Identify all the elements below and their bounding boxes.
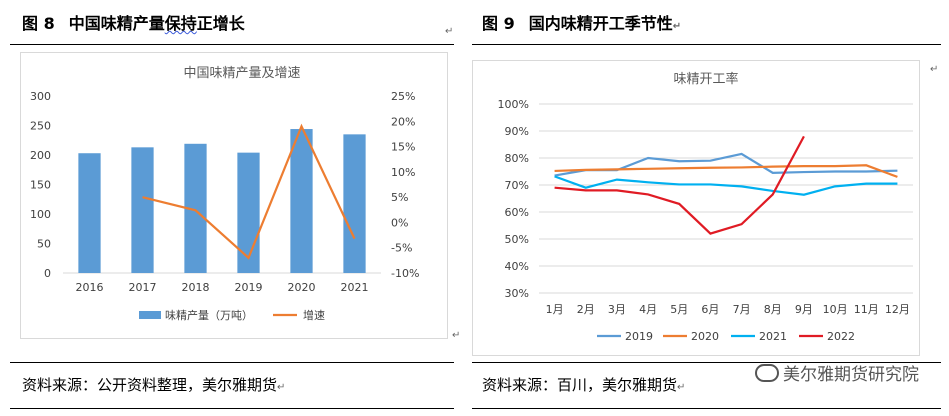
figure-8-source: 资料来源：公开资料整理，美尔雅期货↵ bbox=[22, 374, 285, 395]
x-tick-label: 4月 bbox=[639, 303, 657, 316]
y-tick-label: 80% bbox=[505, 152, 529, 165]
x-tick-label: 5月 bbox=[670, 303, 688, 316]
y2-tick-label: 20% bbox=[391, 115, 415, 128]
y-tick-label: 100 bbox=[30, 208, 51, 221]
x-tick-label: 9月 bbox=[795, 303, 813, 316]
watermark: 美尔雅期货研究院 bbox=[755, 360, 919, 385]
production-chart: 中国味精产量及增速 0 50 100 150 200 250 300 -10% -5% 0% 5% 10… bbox=[30, 66, 419, 322]
figure-9-source: 资料来源：百川，美尔雅期货↵ bbox=[482, 374, 685, 395]
legend-label-2019: 2019 bbox=[625, 330, 653, 343]
x-tick-label: 2017 bbox=[129, 281, 157, 294]
bottom-rule bbox=[10, 408, 454, 409]
x-tick-label: 11月 bbox=[854, 303, 879, 316]
y2-tick-label: 10% bbox=[391, 166, 415, 179]
growth-line bbox=[142, 123, 356, 260]
y2-tick-label: 0% bbox=[391, 216, 408, 229]
y-tick-label: 100% bbox=[498, 98, 529, 111]
legend-label-2020: 2020 bbox=[691, 330, 719, 343]
figure-9-panel: 图 9 国内味精开工季节性↵ ↵ 味精开工率 30% 40% 50% 60% 70% 80% 9… bbox=[462, 0, 949, 416]
y-tick-label: 40% bbox=[505, 260, 529, 273]
x-tick-label: 2020 bbox=[288, 281, 316, 294]
source-rule bbox=[10, 362, 454, 363]
y-tick-label: 50 bbox=[37, 238, 51, 251]
bar-2018 bbox=[184, 143, 207, 273]
series-line-2022 bbox=[554, 135, 805, 235]
figure-8-title-part3: 正增长 bbox=[196, 14, 245, 33]
figure-9-title-text: 国内味精开工季节性 bbox=[528, 14, 673, 33]
figure-8-title: 图 8 中国味精产量保持正增长 bbox=[22, 10, 245, 34]
figure-8-title-part1: 中国味精产量 bbox=[68, 14, 165, 33]
x-tick-label: 2018 bbox=[182, 281, 210, 294]
y2-tick-label: -10% bbox=[391, 267, 419, 280]
legend-label-growth: 增速 bbox=[303, 308, 325, 322]
figure-9-title: 图 9 国内味精开工季节性↵ bbox=[482, 10, 681, 34]
watermark-text: 美尔雅期货研究院 bbox=[783, 365, 919, 385]
x-tick-label: 2021 bbox=[341, 281, 369, 294]
figure-9-number: 图 9 bbox=[482, 14, 515, 33]
y2-tick-label: 5% bbox=[391, 191, 408, 204]
chart-title: 中国味精产量及增速 bbox=[183, 66, 300, 81]
x-tick-label: 2016 bbox=[76, 281, 104, 294]
bar-2017 bbox=[131, 147, 154, 273]
title-rule bbox=[10, 44, 454, 45]
wechat-icon bbox=[755, 364, 779, 382]
x-tick-label: 3月 bbox=[608, 303, 626, 316]
legend-label-production: 味精产量（万吨） bbox=[165, 308, 253, 322]
paragraph-mark: ↵ bbox=[930, 64, 939, 75]
bar-2021 bbox=[343, 134, 366, 273]
y-tick-label: 60% bbox=[505, 206, 529, 219]
y2-tick-label: -5% bbox=[391, 242, 412, 255]
figure-8-source-text: 资料来源：公开资料整理，美尔雅期货 bbox=[22, 376, 278, 394]
x-tick-label: 6月 bbox=[701, 303, 719, 316]
title-rule bbox=[472, 44, 941, 45]
x-tick-label: 8月 bbox=[764, 303, 782, 316]
series-line-2020 bbox=[554, 164, 898, 178]
figure-9-source-text: 资料来源：百川，美尔雅期货 bbox=[482, 376, 678, 394]
paragraph-mark: ↵ bbox=[672, 21, 682, 32]
chart-title: 味精开工率 bbox=[673, 71, 738, 87]
y-tick-label: 0 bbox=[44, 267, 51, 280]
x-tick-label: 10月 bbox=[823, 303, 848, 316]
operating-rate-chart: 味精开工率 30% 40% 50% 60% 70% 80% 90% 100% 1月 2月 3月 4月 5月… bbox=[498, 71, 913, 343]
paragraph-mark: ↵ bbox=[277, 382, 286, 393]
y-tick-label: 50% bbox=[505, 233, 529, 246]
y-tick-label: 70% bbox=[505, 179, 529, 192]
legend-swatch-production bbox=[139, 311, 161, 319]
paragraph-mark: ↵ bbox=[677, 382, 686, 393]
y-tick-label: 300 bbox=[30, 90, 51, 103]
bar-2020 bbox=[290, 129, 313, 273]
figure-8-panel: 图 8 中国味精产量保持正增长 ↵ 中国味精产量及增速 0 50 100 150 200 25… bbox=[0, 0, 462, 416]
x-tick-label: 2月 bbox=[577, 303, 595, 316]
y2-tick-label: 15% bbox=[391, 141, 415, 154]
x-tick-label: 12月 bbox=[885, 303, 910, 316]
source-rule bbox=[472, 362, 941, 363]
y-tick-label: 30% bbox=[505, 287, 529, 300]
y-tick-label: 200 bbox=[30, 149, 51, 162]
x-tick-label: 7月 bbox=[733, 303, 751, 316]
y-tick-label: 250 bbox=[30, 120, 51, 133]
figure-8-title-part2: 保持 bbox=[164, 14, 197, 33]
y2-tick-label: 25% bbox=[391, 90, 415, 103]
bar-2016 bbox=[78, 153, 101, 273]
bottom-rule bbox=[472, 408, 941, 409]
y-tick-label: 90% bbox=[505, 125, 529, 138]
paragraph-mark: ↵ bbox=[445, 26, 454, 37]
production-chart-frame: 中国味精产量及增速 0 50 100 150 200 250 300 -10% -5% 0% 5% 10… bbox=[20, 52, 448, 339]
legend-label-2021: 2021 bbox=[759, 330, 787, 343]
x-tick-label: 2019 bbox=[235, 281, 263, 294]
y-tick-label: 150 bbox=[30, 179, 51, 192]
operating-rate-chart-frame: 味精开工率 30% 40% 50% 60% 70% 80% 90% 100% 1月 2月 3月 4月 5月… bbox=[472, 60, 920, 356]
x-tick-label: 1月 bbox=[546, 303, 564, 316]
paragraph-mark: ↵ bbox=[452, 330, 461, 341]
figure-8-number: 图 8 bbox=[22, 14, 55, 33]
legend-label-2022: 2022 bbox=[827, 330, 855, 343]
series-line-2021 bbox=[554, 175, 898, 196]
